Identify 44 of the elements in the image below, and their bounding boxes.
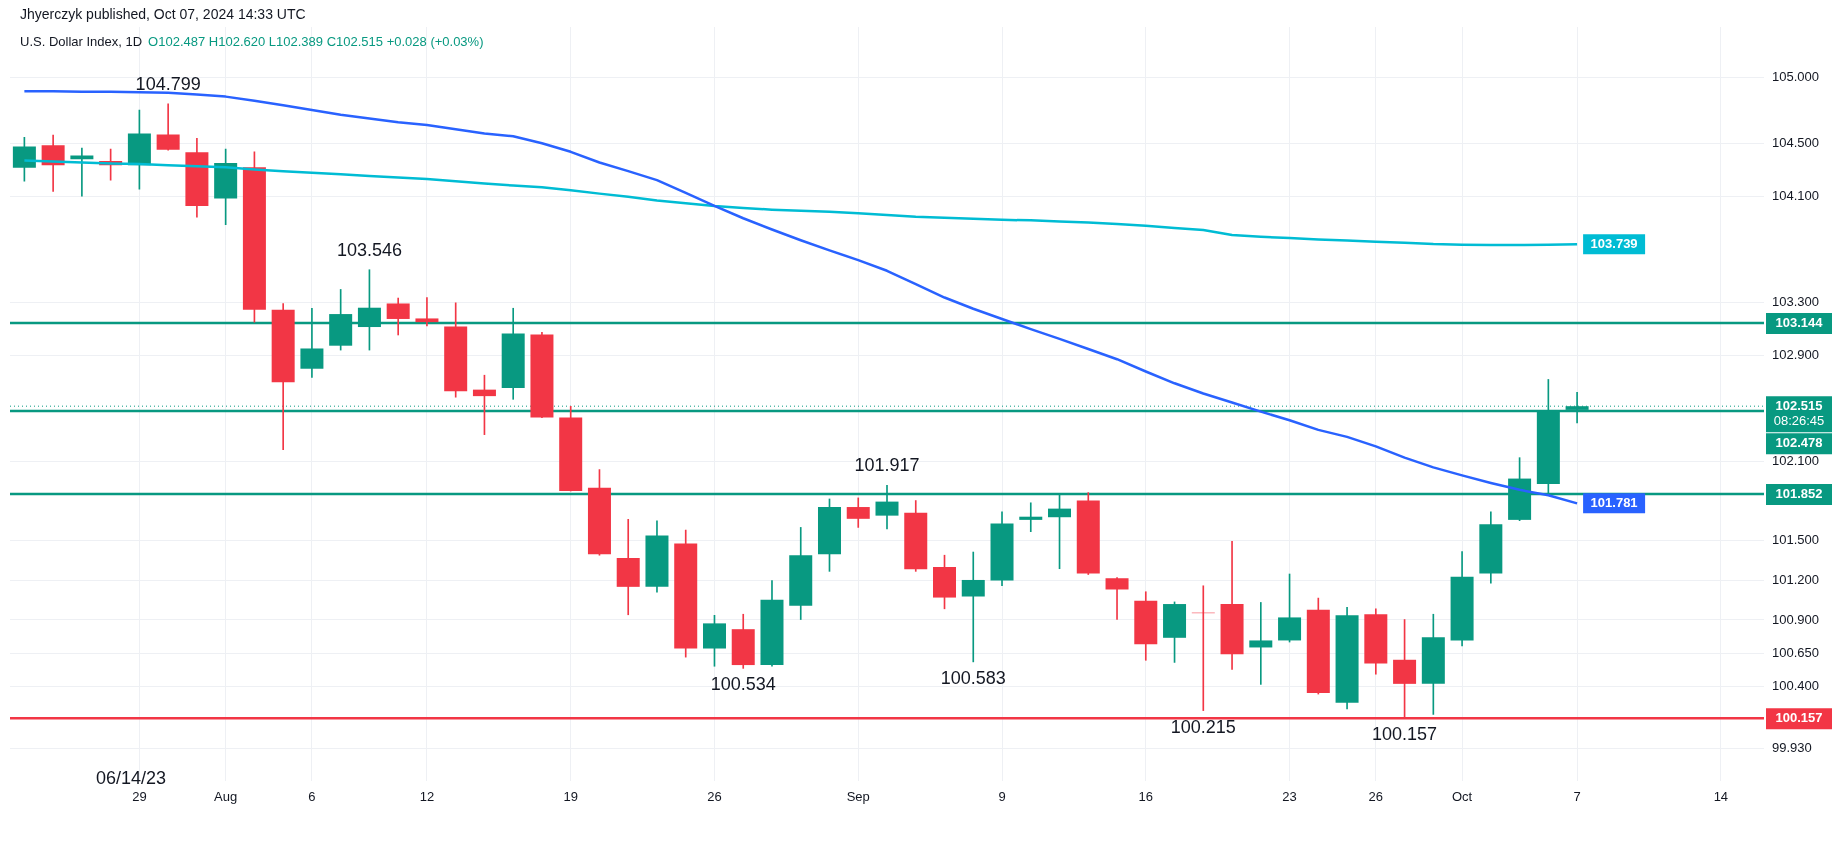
text: Jhyerczyk published, Oct 07, 2024 14:33 UTC — [20, 6, 306, 22]
text: U.S. Dollar Index, 1D — [20, 34, 143, 49]
annotation: 100.534 — [710, 674, 776, 695]
y-tick-label: 100.400 — [1772, 677, 1819, 693]
x-tick-label: 16 — [1138, 788, 1154, 804]
y-tick-label: 104.100 — [1772, 187, 1819, 203]
ref-line-label: 102.515 08:26:45 — [1773, 397, 1825, 428]
y-tick-label: 102.900 — [1772, 346, 1819, 362]
x-tick-label: 9 — [998, 788, 1006, 804]
data-label: 103.739 — [1590, 235, 1638, 251]
x-tick-label: 19 — [563, 788, 578, 804]
ref-line-label: 102.478 — [1775, 434, 1823, 450]
annotation: 101.917 — [854, 455, 920, 476]
x-tick-label: Sep — [846, 788, 870, 804]
y-tick-label: 104.500 — [1772, 135, 1819, 151]
y-tick-label: 105.000 — [1772, 68, 1819, 84]
annotation: 104.799 — [135, 73, 201, 94]
x-tick-label: 7 — [1573, 788, 1581, 804]
x-tick-label: 6 — [308, 788, 316, 804]
annotation: 103.546 — [336, 239, 402, 260]
y-tick-label: 103.300 — [1772, 293, 1819, 309]
y-tick-label: 100.650 — [1772, 644, 1819, 660]
x-tick-label: Aug — [214, 788, 238, 804]
ref-line-label: 100.157 — [1775, 709, 1823, 725]
ref-line-label: 101.852 — [1775, 485, 1823, 501]
x-tick-label: 26 — [707, 788, 722, 804]
x-tick-label: 29 — [132, 788, 147, 804]
data-label: 101.781 — [1590, 494, 1638, 510]
x-tick-label: Oct — [1451, 788, 1473, 804]
annotation: 100.157 — [1372, 724, 1438, 745]
annotation: 06/14/23 — [96, 768, 167, 789]
text: O102.487 H102.620 L102.389 C102.515 +0.028 (+0.03%) — [148, 34, 484, 49]
y-tick-label: 102.100 — [1772, 452, 1819, 468]
y-tick-label: 101.500 — [1772, 532, 1819, 548]
y-tick-label: 99.930 — [1772, 739, 1812, 755]
annotation: 100.215 — [1170, 716, 1236, 737]
y-tick-label: 100.900 — [1772, 611, 1819, 627]
annotation: 100.583 — [940, 667, 1006, 688]
x-tick-label: 26 — [1368, 788, 1384, 804]
ref-line-label: 103.144 — [1775, 314, 1824, 330]
x-tick-label: 12 — [419, 788, 435, 804]
x-tick-label: 14 — [1713, 788, 1729, 804]
x-tick-label: 23 — [1282, 788, 1297, 804]
y-tick-label: 101.200 — [1772, 571, 1819, 587]
